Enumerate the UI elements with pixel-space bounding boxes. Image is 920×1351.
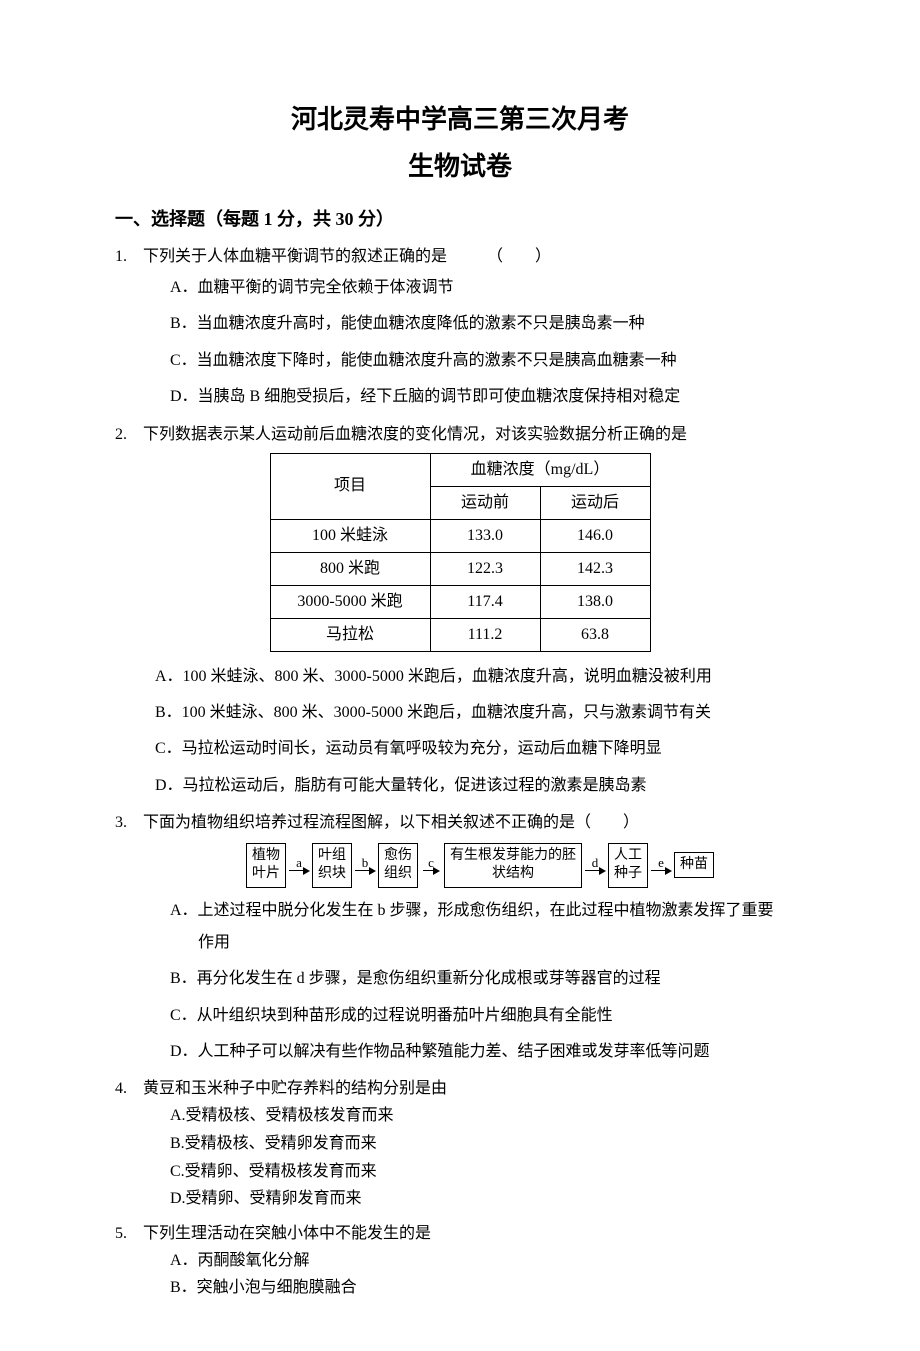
flow-arrow-c: c <box>420 856 442 875</box>
table-row: 100 米蛙泳 133.0 146.0 <box>270 519 650 552</box>
flow-box-1: 植物叶片 <box>246 843 286 887</box>
q2-number: 2. <box>115 423 143 447</box>
q2-option-b: B．100 米蛙泳、800 米、3000-5000 米跑后，血糖浓度升高，只与激… <box>155 698 805 728</box>
title-main: 河北灵寿中学高三第三次月考 <box>115 100 805 139</box>
q2-th-item: 项目 <box>270 453 430 519</box>
question-1: 1. 下列关于人体血糖平衡调节的叙述正确的是 （ ） A．血糖平衡的调节完全依赖… <box>115 245 805 413</box>
q2-cell: 133.0 <box>430 519 540 552</box>
flow-arrow-a: a <box>288 856 310 875</box>
q1-option-b: B．当血糖浓度升高时，能使血糖浓度降低的激素不只是胰岛素一种 <box>170 309 805 339</box>
q2-table: 项目 血糖浓度（mg/dL） 运动前 运动后 100 米蛙泳 133.0 146… <box>270 453 651 652</box>
table-row: 800 米跑 122.3 142.3 <box>270 552 650 585</box>
question-5: 5. 下列生理活动在突触小体中不能发生的是 A．丙酮酸氧化分解 B．突触小泡与细… <box>115 1222 805 1301</box>
q2-th-conc: 血糖浓度（mg/dL） <box>430 453 650 486</box>
section-heading: 一、选择题（每题 1 分，共 30 分） <box>115 206 805 233</box>
q2-th-after: 运动后 <box>540 486 650 519</box>
question-3: 3. 下面为植物组织培养过程流程图解，以下相关叙述不正确的是（ ） 植物叶片 a… <box>115 811 805 1067</box>
q1-option-c: C．当血糖浓度下降时，能使血糖浓度升高的激素不只是胰高血糖素一种 <box>170 346 805 376</box>
q2-cell: 111.2 <box>430 618 540 651</box>
q2-option-a: A．100 米蛙泳、800 米、3000-5000 米跑后，血糖浓度升高，说明血… <box>155 662 805 692</box>
q2-cell: 122.3 <box>430 552 540 585</box>
q5-stem: 下列生理活动在突触小体中不能发生的是 <box>143 1222 805 1246</box>
q2-cell: 117.4 <box>430 585 540 618</box>
q4-option-d: D.受精卵、受精卵发育而来 <box>170 1186 805 1212</box>
flow-box-3: 愈伤组织 <box>378 843 418 887</box>
q5-option-a: A．丙酮酸氧化分解 <box>170 1248 805 1274</box>
q4-option-b: B.受精极核、受精卵发育而来 <box>170 1131 805 1157</box>
table-row: 马拉松 111.2 63.8 <box>270 618 650 651</box>
q3-option-a-cont: 作用 <box>170 928 805 958</box>
flow-box-5: 人工种子 <box>608 843 648 887</box>
flow-arrow-d: d <box>584 856 606 875</box>
q4-option-a: A.受精极核、受精极核发育而来 <box>170 1103 805 1129</box>
question-2: 2. 下列数据表示某人运动前后血糖浓度的变化情况，对该实验数据分析正确的是 项目… <box>115 423 805 802</box>
q4-stem: 黄豆和玉米种子中贮存养料的结构分别是由 <box>143 1077 805 1101</box>
flow-box-6: 种苗 <box>674 852 714 878</box>
q2-cell: 800 米跑 <box>270 552 430 585</box>
q3-option-a: A．上述过程中脱分化发生在 b 步骤，形成愈伤组织，在此过程中植物激素发挥了重要 <box>170 896 805 926</box>
q3-number: 3. <box>115 811 143 835</box>
q1-option-d: D．当胰岛 B 细胞受损后，经下丘脑的调节即可使血糖浓度保持相对稳定 <box>170 382 805 412</box>
flow-arrow-b: b <box>354 856 376 875</box>
q2-cell: 马拉松 <box>270 618 430 651</box>
q2-cell: 100 米蛙泳 <box>270 519 430 552</box>
q1-option-a: A．血糖平衡的调节完全依赖于体液调节 <box>170 273 805 303</box>
q1-number: 1. <box>115 245 143 269</box>
q2-cell: 142.3 <box>540 552 650 585</box>
q3-option-c: C．从叶组织块到种苗形成的过程说明番茄叶片细胞具有全能性 <box>170 1001 805 1031</box>
q2-cell: 63.8 <box>540 618 650 651</box>
q5-number: 5. <box>115 1222 143 1246</box>
table-row: 3000-5000 米跑 117.4 138.0 <box>270 585 650 618</box>
q2-option-c: C．马拉松运动时间长，运动员有氧呼吸较为充分，运动后血糖下降明显 <box>155 734 805 764</box>
flow-arrow-e: e <box>650 856 672 875</box>
title-sub: 生物试卷 <box>115 147 805 186</box>
q5-option-b: B．突触小泡与细胞膜融合 <box>170 1275 805 1301</box>
q2-cell: 138.0 <box>540 585 650 618</box>
q2-th-before: 运动前 <box>430 486 540 519</box>
q2-cell: 3000-5000 米跑 <box>270 585 430 618</box>
q1-stem: 下列关于人体血糖平衡调节的叙述正确的是 （ ） <box>143 245 805 269</box>
flow-box-2: 叶组织块 <box>312 843 352 887</box>
q2-option-d: D．马拉松运动后，脂肪有可能大量转化，促进该过程的激素是胰岛素 <box>155 771 805 801</box>
question-4: 4. 黄豆和玉米种子中贮存养料的结构分别是由 A.受精极核、受精极核发育而来 B… <box>115 1077 805 1211</box>
q3-flowchart: 植物叶片 a 叶组织块 b 愈伤组织 c 有生根发芽能力的胚状结构 d 人工种子… <box>155 843 805 887</box>
q2-cell: 146.0 <box>540 519 650 552</box>
q2-stem: 下列数据表示某人运动前后血糖浓度的变化情况，对该实验数据分析正确的是 <box>143 423 805 447</box>
q4-number: 4. <box>115 1077 143 1101</box>
q3-option-b: B．再分化发生在 d 步骤，是愈伤组织重新分化成根或芽等器官的过程 <box>170 964 805 994</box>
q3-stem: 下面为植物组织培养过程流程图解，以下相关叙述不正确的是（ ） <box>143 811 805 835</box>
q4-option-c: C.受精卵、受精极核发育而来 <box>170 1159 805 1185</box>
flow-box-4: 有生根发芽能力的胚状结构 <box>444 843 582 887</box>
q3-option-d: D．人工种子可以解决有些作物品种繁殖能力差、结子困难或发芽率低等问题 <box>170 1037 805 1067</box>
